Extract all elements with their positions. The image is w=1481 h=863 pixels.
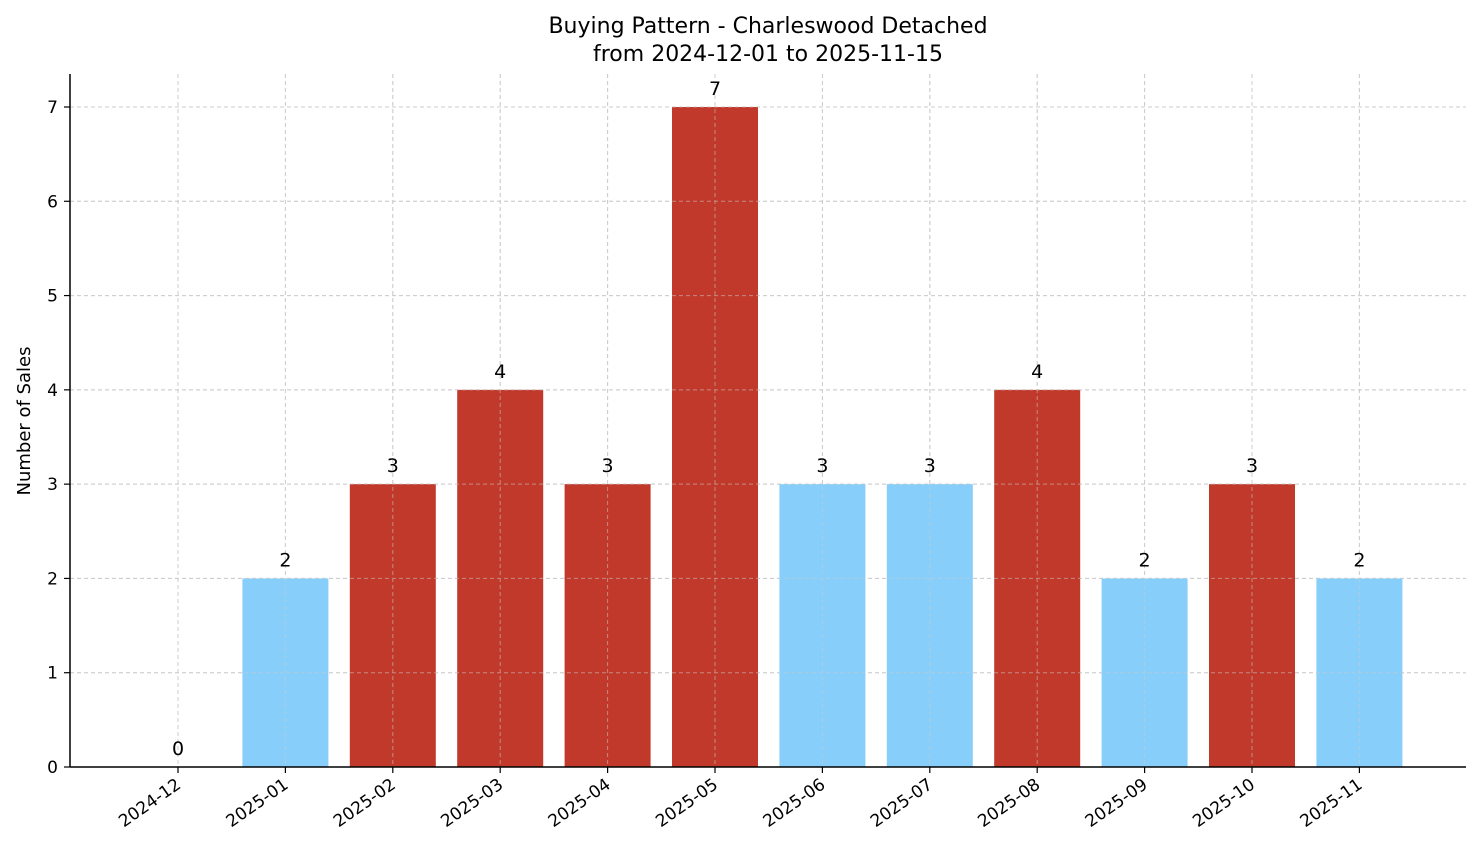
bar-2025-04	[564, 484, 651, 767]
y-tick-label: 5	[47, 287, 58, 307]
y-tick-label: 3	[47, 475, 58, 495]
x-tick-label: 2025-08	[974, 775, 1044, 832]
y-tick-label: 7	[47, 98, 58, 118]
x-tick-label: 2025-11	[1297, 775, 1367, 832]
chart-subtitle: from 2024-12-01 to 2025-11-15	[593, 42, 943, 67]
data-label: 3	[1246, 455, 1258, 477]
x-tick-label: 2025-10	[1189, 775, 1259, 832]
y-tick-label: 6	[47, 192, 58, 212]
data-label: 4	[494, 361, 506, 383]
bars	[242, 107, 1403, 767]
data-label: 3	[387, 455, 399, 477]
x-tick-label: 2025-01	[223, 775, 293, 832]
data-label: 3	[602, 455, 614, 477]
data-label: 2	[1353, 549, 1365, 571]
x-tick-label: 2025-04	[545, 775, 615, 832]
x-tick-label: 2025-07	[867, 775, 937, 832]
data-label: 4	[1031, 361, 1043, 383]
y-ticks: 0 1 2 3 4 5 6 7	[47, 98, 70, 778]
x-ticks: 2024-12 2025-01 2025-02 2025-03 2025-04 2025-…	[115, 767, 1366, 832]
bar-2025-10	[1209, 484, 1295, 767]
axes	[69, 74, 1466, 768]
bar-2025-07	[886, 484, 973, 767]
data-labels: 0 2 3 4 3 7 3 3 4 2 3 2	[172, 78, 1365, 760]
x-tick-label: 2025-09	[1082, 775, 1152, 832]
y-tick-label: 0	[47, 758, 58, 778]
data-label: 7	[709, 78, 721, 100]
data-label: 3	[924, 455, 936, 477]
y-tick-label: 1	[47, 664, 58, 684]
x-tick-label: 2025-06	[760, 775, 830, 832]
y-tick-label: 2	[47, 569, 58, 589]
y-axis-label: Number of Sales	[14, 346, 35, 495]
bar-2025-02	[349, 484, 436, 767]
y-tick-label: 4	[47, 381, 58, 401]
data-label: 0	[172, 738, 184, 760]
data-label: 2	[279, 549, 291, 571]
chart-title: Buying Pattern - Charleswood Detached	[548, 14, 987, 39]
x-tick-label: 2024-12	[115, 775, 185, 832]
x-tick-label: 2025-03	[437, 775, 507, 832]
x-tick-label: 2025-05	[652, 775, 722, 832]
x-tick-label: 2025-02	[330, 775, 400, 832]
bar-2025-06	[779, 484, 866, 767]
data-label: 2	[1139, 549, 1151, 571]
bar-2025-05	[672, 107, 758, 767]
data-label: 3	[816, 455, 828, 477]
